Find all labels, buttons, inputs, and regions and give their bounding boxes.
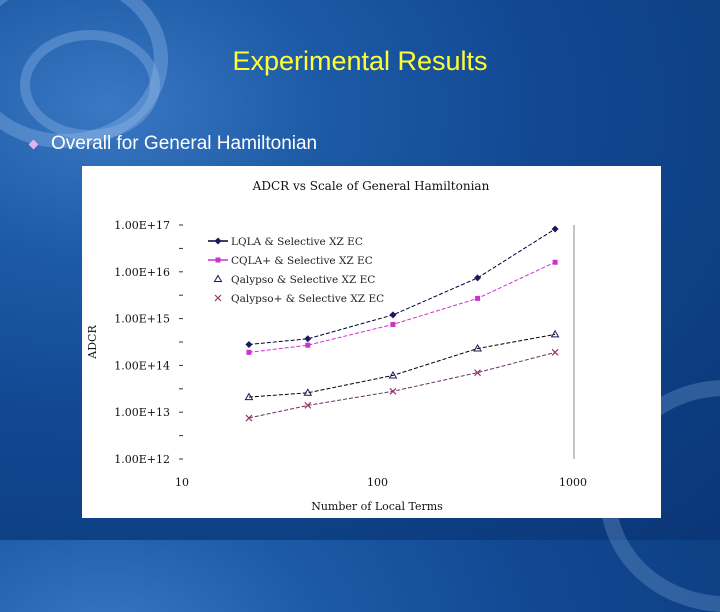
triangle-marker-icon: [303, 388, 313, 396]
triangle-marker-icon: [244, 392, 254, 401]
x-tick-label: 1000: [559, 476, 587, 489]
line-chart: ADCR vs Scale of General Hamiltonian 1.00…: [86, 179, 587, 513]
diamond-marker-icon: [214, 237, 222, 245]
triangle-marker-icon: [473, 343, 482, 352]
bullet-text: Overall for General Hamiltonian: [51, 133, 318, 154]
y-tick-label: 1.00E+17: [114, 219, 170, 232]
x-tick-label: 10: [175, 476, 189, 489]
y-tick-label: 1.00E+15: [114, 313, 170, 326]
x-marker-icon: [214, 294, 222, 302]
y-tick-label: 1.00E+14: [114, 359, 170, 372]
triangle-marker-icon: [550, 329, 560, 338]
diamond-marker-icon: [551, 225, 559, 233]
triangle-marker-icon: [213, 274, 223, 282]
square-marker-icon: [215, 257, 221, 263]
bullet-item: Overall for General Hamiltonian: [26, 133, 317, 155]
diamond-bullet-icon: [28, 139, 39, 149]
y-tick-label: 1.00E+16: [114, 266, 170, 279]
chart-panel: ADCR vs Scale of General Hamiltonian 1.00…: [82, 166, 661, 518]
x-marker-icon: [389, 387, 397, 395]
x-marker-icon: [474, 369, 481, 377]
legend-label: LQLA & Selective XZ EC: [231, 236, 363, 248]
diamond-marker-icon: [474, 274, 482, 282]
y-tick-label: 1.00E+12: [114, 453, 170, 466]
x-tick-label: 100: [367, 476, 388, 489]
diamond-marker-icon: [245, 340, 253, 348]
x-marker-icon: [551, 348, 559, 356]
triangle-marker-icon: [388, 370, 398, 379]
x-marker-icon: [304, 401, 312, 409]
square-marker-icon: [475, 295, 481, 301]
x-axis-label: Number of Local Terms: [311, 500, 443, 513]
square-marker-icon: [390, 321, 396, 327]
slide-title: Experimental Results: [232, 46, 488, 76]
legend-label: CQLA+ & Selective XZ EC: [231, 255, 373, 267]
chart-title: ADCR vs Scale of General Hamiltonian: [252, 179, 490, 193]
legend-label: Qalypso & Selective XZ EC: [231, 274, 375, 286]
y-tick-label: 1.00E+13: [114, 406, 170, 419]
diamond-marker-icon: [304, 335, 312, 343]
y-axis-label: ADCR: [86, 325, 99, 360]
series-line: [248, 333, 556, 398]
legend-label: Qalypso+ & Selective XZ EC: [231, 293, 384, 305]
square-marker-icon: [552, 259, 558, 265]
square-marker-icon: [246, 349, 252, 355]
square-marker-icon: [305, 342, 311, 348]
series-line: [248, 351, 556, 419]
diamond-marker-icon: [389, 311, 397, 319]
x-marker-icon: [245, 414, 253, 422]
background-swirl-decoration: [20, 30, 160, 140]
